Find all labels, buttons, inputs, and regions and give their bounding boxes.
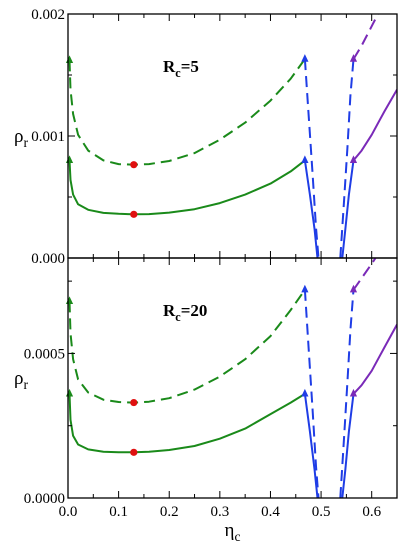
panel-label-rest: =20 (181, 301, 208, 320)
series-line-blue-solid (303, 160, 319, 258)
triangle-marker (65, 55, 74, 63)
x-tick-label: 0.5 (312, 504, 331, 520)
panel-label-sub: c (175, 66, 181, 80)
x-tick-label: 0.2 (160, 504, 179, 520)
y-tick-label: 0.001 (31, 129, 65, 145)
series-line-purple-solid (352, 324, 397, 395)
x-tick-label: 0.4 (261, 504, 280, 520)
x-tick-label: 0.0 (59, 504, 78, 520)
min-marker (130, 448, 138, 456)
series-line-green-dashed (68, 289, 306, 404)
panel-top: 0.000 0.001 0.002 ρr Rc=5 (14, 7, 398, 267)
panel-label-rest: =5 (181, 57, 199, 76)
y-tick-label: 0.0000 (24, 491, 65, 507)
triangle-marker (349, 284, 358, 293)
y-axis-label-main: ρ (14, 368, 23, 389)
series-line-green-solid (68, 393, 306, 454)
panel-label: Rc=5 (163, 57, 199, 80)
triangle-marker (65, 388, 74, 397)
series-line-blue-solid (341, 160, 355, 258)
min-marker (130, 210, 138, 218)
series-line-blue-solid (303, 393, 319, 498)
panel-label-main: R (163, 301, 176, 320)
series-group (68, 14, 397, 258)
series-group (68, 258, 397, 498)
triangle-marker (65, 155, 74, 163)
series-line-blue-dashed (339, 289, 355, 498)
triangle-marker (301, 284, 309, 293)
x-axis-label-main: η (225, 520, 235, 541)
min-marker (130, 161, 138, 169)
series-line-blue-dashed (339, 59, 355, 258)
triangle-marker (301, 155, 309, 163)
y-axis-label-sub: r (23, 135, 28, 150)
x-tick-label: 0.6 (362, 504, 381, 520)
triangle-marker (301, 54, 309, 62)
y-tick-label: 0.002 (31, 7, 65, 23)
x-axis-label: ηc (225, 520, 241, 544)
panel-label-main: R (163, 57, 176, 76)
triangle-marker (349, 388, 358, 397)
triangle-marker (65, 296, 74, 304)
min-marker (130, 398, 138, 407)
y-tick-label: 0.000 (31, 251, 65, 267)
y-axis-label-sub: r (23, 377, 28, 392)
series-line-blue-dashed (303, 59, 320, 258)
series-line-blue-dashed (303, 289, 320, 498)
series-line-blue-solid (341, 393, 355, 498)
y-axis-label: ρr (14, 126, 28, 150)
series-line-purple-dashed (352, 14, 380, 60)
y-axis-label: ρr (14, 368, 28, 392)
triangle-marker (349, 155, 358, 163)
y-tick-label: 0.0005 (24, 346, 65, 362)
series-line-purple-dashed (352, 258, 377, 291)
x-tick-label: 0.1 (109, 504, 128, 520)
series-line-green-dashed (68, 58, 306, 166)
y-axis-label-main: ρ (14, 126, 23, 147)
plot-frame (67, 257, 398, 499)
triangle-marker (349, 54, 358, 62)
x-axis-label-sub: c (234, 529, 240, 544)
triangle-marker (301, 388, 309, 397)
panel-label-sub: c (175, 310, 181, 324)
panel-label: Rc=20 (163, 301, 207, 324)
series-line-purple-solid (352, 89, 397, 162)
series-line-green-solid (68, 159, 306, 216)
x-tick-label: 0.3 (210, 504, 229, 520)
